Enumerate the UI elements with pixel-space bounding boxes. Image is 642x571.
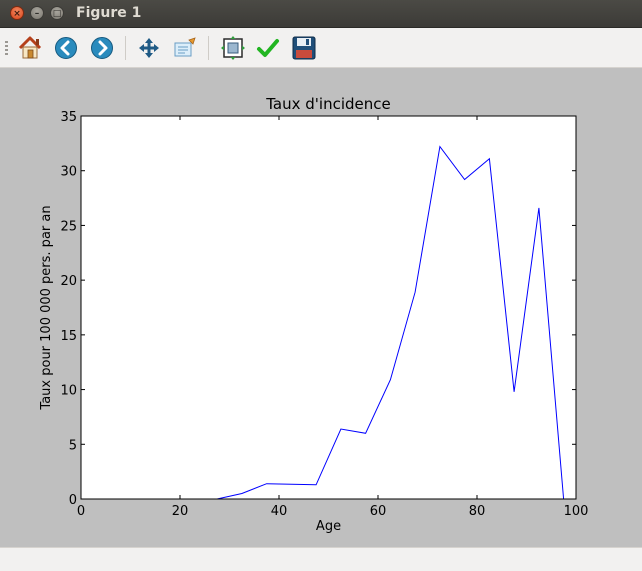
forward-button[interactable] xyxy=(88,34,116,62)
subplots-button[interactable] xyxy=(219,34,247,62)
move-icon xyxy=(139,38,159,58)
toolbar-separator xyxy=(208,36,209,60)
plot-area xyxy=(81,116,576,499)
zoom-rect-icon xyxy=(174,37,196,57)
back-arrow-icon xyxy=(55,37,77,59)
y-tick-label: 10 xyxy=(60,384,77,399)
window-minimize-button[interactable]: – xyxy=(30,6,44,20)
x-tick-label: 0 xyxy=(77,504,85,519)
x-tick-label: 80 xyxy=(469,504,486,519)
x-tick-label: 40 xyxy=(271,504,288,519)
y-tick-label: 35 xyxy=(60,110,77,125)
edit-button[interactable] xyxy=(254,34,282,62)
y-axis-label: Taux pour 100 000 pers. par an xyxy=(39,205,54,410)
toolbar-grip[interactable] xyxy=(5,41,8,55)
window-close-button[interactable]: × xyxy=(10,6,24,20)
x-axis-label: Age xyxy=(316,519,341,534)
pan-button[interactable] xyxy=(135,34,163,62)
back-button[interactable] xyxy=(52,34,80,62)
window-titlebar: × – □ Figure 1 xyxy=(0,0,642,28)
x-tick-label: 60 xyxy=(370,504,387,519)
y-tick-label: 25 xyxy=(60,219,77,234)
floppy-disk-icon xyxy=(292,36,316,60)
y-tick-label: 0 xyxy=(69,493,77,508)
subplots-icon xyxy=(221,36,245,60)
save-button[interactable] xyxy=(290,34,318,62)
checkmark-icon xyxy=(257,39,279,57)
plot-frame xyxy=(80,115,577,500)
window-title: Figure 1 xyxy=(76,5,142,21)
chart-title: Taux d'incidence xyxy=(265,95,391,113)
figure-canvas[interactable]: 0 20 40 60 80 100 0 5 10 15 20 25 30 35 Taux d'incide… xyxy=(0,68,642,547)
x-tick-label: 20 xyxy=(172,504,189,519)
status-bar xyxy=(0,547,642,571)
home-button[interactable] xyxy=(16,34,44,62)
y-tick-label: 30 xyxy=(60,165,77,180)
y-tick-label: 15 xyxy=(60,329,77,344)
y-tick-label: 5 xyxy=(69,438,77,453)
navigation-toolbar xyxy=(0,28,642,68)
window-maximize-button[interactable]: □ xyxy=(50,6,64,20)
forward-arrow-icon xyxy=(91,37,113,59)
line-chart: 0 20 40 60 80 100 0 5 10 15 20 25 30 35 Taux d'incide… xyxy=(39,95,588,534)
home-icon xyxy=(18,36,42,59)
tick-labels: 0 20 40 60 80 100 0 5 10 15 20 25 30 35 xyxy=(60,110,588,519)
y-tick-label: 20 xyxy=(60,274,77,289)
series-line xyxy=(216,145,565,500)
x-tick-label: 100 xyxy=(564,504,589,519)
toolbar-separator xyxy=(125,36,126,60)
zoom-button[interactable] xyxy=(171,34,199,62)
